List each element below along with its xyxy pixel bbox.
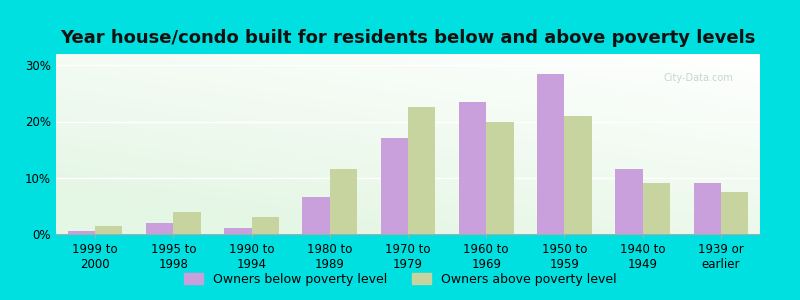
Bar [95, 226, 122, 234]
Bar [146, 223, 174, 234]
Text: City-Data.com: City-Data.com [664, 73, 734, 83]
Legend: Owners below poverty level, Owners above poverty level: Owners below poverty level, Owners above… [179, 268, 621, 291]
Bar [642, 183, 670, 234]
Bar [721, 192, 748, 234]
Bar [381, 138, 408, 234]
Bar [302, 197, 330, 234]
Bar [486, 122, 514, 234]
Bar [459, 102, 486, 234]
Bar [565, 116, 592, 234]
Bar [68, 231, 95, 234]
Bar [330, 169, 357, 234]
Title: Year house/condo built for residents below and above poverty levels: Year house/condo built for residents bel… [60, 29, 756, 47]
Bar [251, 217, 279, 234]
Bar [174, 212, 201, 234]
Bar [615, 169, 642, 234]
Bar [694, 183, 721, 234]
Bar [408, 107, 435, 234]
Bar [537, 74, 565, 234]
Bar [224, 228, 251, 234]
